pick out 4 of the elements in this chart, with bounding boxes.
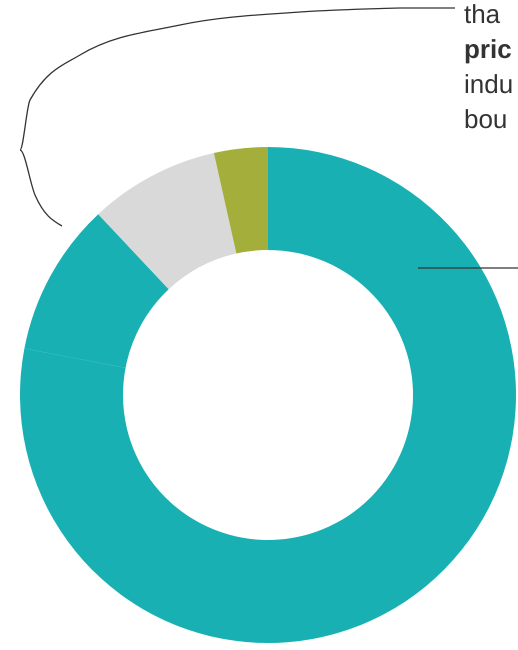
text: indu [464,69,514,99]
text: bou [464,104,508,134]
text: tha [464,0,501,29]
text: pric [464,34,512,64]
